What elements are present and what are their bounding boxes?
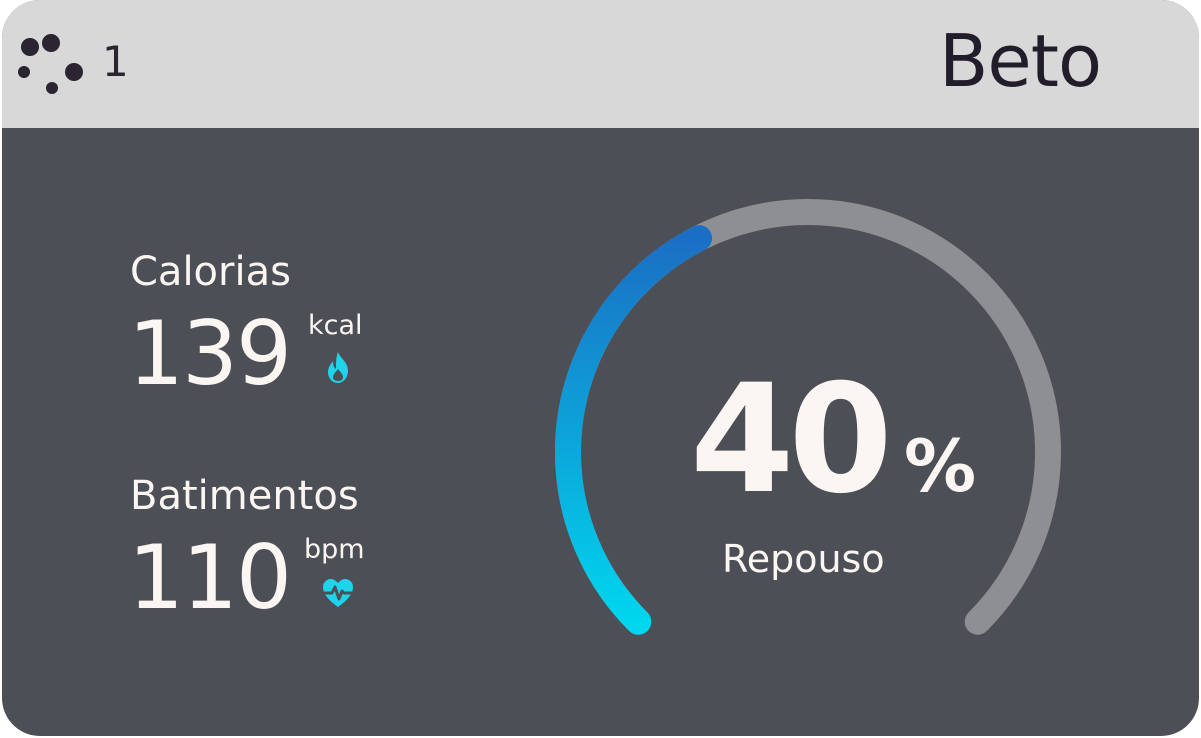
gauge-percent-value: 40 [690, 353, 893, 527]
gauge-fill [554, 225, 713, 635]
gauge-percent-unit: % [904, 424, 977, 508]
calories-label: Calorias [130, 249, 291, 295]
heart-rate-label: Batimentos [130, 473, 359, 519]
device-number: 1 [102, 37, 129, 86]
activity-status: Repouso [722, 537, 885, 581]
heart-rate-value: 110 [128, 526, 292, 629]
heart-pulse-icon [322, 579, 354, 607]
flame-icon [328, 352, 348, 383]
calories-unit: kcal [308, 310, 363, 341]
user-name: Beto [939, 19, 1102, 103]
calories-value: 139 [128, 302, 292, 405]
heart-rate-unit: bpm [304, 534, 365, 565]
dots-logo-icon [18, 34, 83, 94]
card-header: 1 Beto [2, 0, 1199, 128]
